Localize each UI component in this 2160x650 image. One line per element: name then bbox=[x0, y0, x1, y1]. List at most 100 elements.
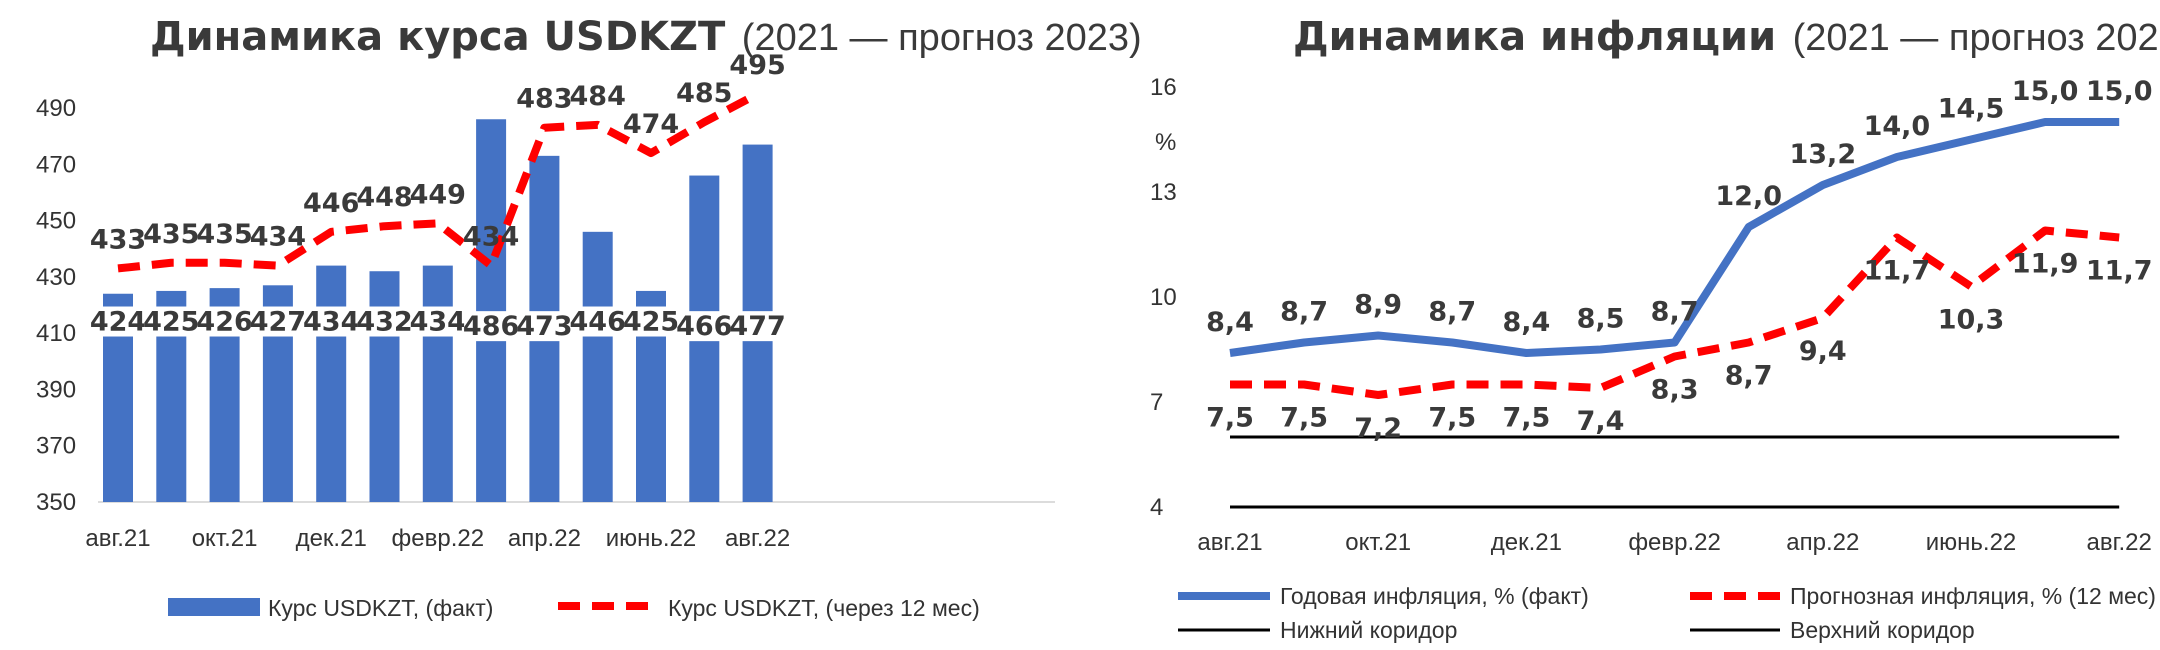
usdkzt-fact-label: 425 bbox=[143, 307, 199, 338]
usdkzt-fact-bar bbox=[476, 119, 507, 502]
inflation-y-tick: 10 bbox=[1150, 284, 1177, 311]
usdkzt-y-tick: 470 bbox=[36, 151, 76, 178]
usdkzt-fact-label-bg bbox=[250, 306, 305, 337]
usdkzt-forecast-label: 434 bbox=[463, 222, 519, 253]
usdkzt-fact-label: 434 bbox=[410, 307, 466, 338]
usdkzt-forecast-label: 483 bbox=[516, 84, 572, 115]
usdkzt-y-tick: 490 bbox=[36, 95, 76, 122]
usdkzt-fact-label: 477 bbox=[729, 311, 785, 342]
inflation-forecast-label: 7,4 bbox=[1577, 406, 1625, 437]
usdkzt-fact-label-bg bbox=[517, 311, 572, 342]
usdkzt-fact-label: 432 bbox=[356, 307, 412, 338]
usdkzt-fact-label: 486 bbox=[463, 311, 519, 342]
usdkzt-forecast-label: 484 bbox=[570, 81, 626, 112]
usdkzt-fact-label-bg bbox=[677, 311, 732, 342]
usdkzt-x-tick: февр.22 bbox=[392, 525, 485, 552]
inflation-forecast-label: 7,2 bbox=[1354, 413, 1402, 444]
usdkzt-legend-bar-swatch bbox=[168, 598, 260, 616]
usdkzt-fact-label-bg bbox=[304, 306, 359, 337]
usdkzt-x-tick: дек.21 bbox=[296, 525, 367, 552]
inflation-actual-label: 12,0 bbox=[1715, 181, 1782, 212]
inflation-plot: 4 7 10 13 16 8,4 8,7 8,9 8,7 8,4 8,5 8,7 12,013,2 14,… bbox=[1150, 74, 2153, 556]
inflation-actual-label: 14,5 bbox=[1938, 94, 2005, 125]
inflation-chart-title: Динамика инфляции (2021 — прогноз 2023) bbox=[1293, 14, 2160, 60]
inflation-actual-label: 8,5 bbox=[1577, 304, 1625, 335]
usdkzt-fact-label: 424 bbox=[90, 307, 146, 338]
usdkzt-y-tick: 350 bbox=[36, 489, 76, 516]
inflation-y-tick: 13 bbox=[1150, 179, 1177, 206]
usdkzt-forecast-line bbox=[117, 90, 760, 273]
usdkzt-y-tick: 430 bbox=[36, 264, 76, 291]
usdkzt-legend: Курс USDKZT, (факт) Курс USDKZT, (через 1… bbox=[168, 595, 980, 621]
usdkzt-fact-label: 425 bbox=[623, 307, 679, 338]
usdkzt-legend-line-label: Курс USDKZT, (через 12 мес) bbox=[668, 595, 980, 621]
usdkzt-forecast-label: 446 bbox=[303, 188, 359, 219]
inflation-x-tick: окт.21 bbox=[1345, 529, 1411, 556]
inflation-forecast-label: 10,3 bbox=[1938, 305, 2005, 336]
usdkzt-forecast-label: 435 bbox=[196, 219, 252, 250]
inflation-legend-actual-label: Годовая инфляция, % (факт) bbox=[1280, 583, 1589, 609]
inflation-actual-label: 8,7 bbox=[1428, 297, 1476, 328]
usdkzt-plot: 3503703904104304504704904244254264274344… bbox=[36, 50, 1055, 552]
usdkzt-fact-bar bbox=[582, 231, 613, 503]
usdkzt-fact-bar bbox=[316, 265, 347, 502]
inflation-actual-label: 8,9 bbox=[1354, 290, 1402, 321]
usdkzt-x-tick: окт.21 bbox=[192, 525, 258, 552]
inflation-y-tick: 16 bbox=[1150, 74, 1177, 101]
inflation-forecast-label: 7,5 bbox=[1206, 403, 1254, 434]
inflation-y-tick: 4 bbox=[1150, 494, 1163, 521]
usdkzt-forecast-label: 448 bbox=[356, 182, 412, 213]
usdkzt-forecast-label: 449 bbox=[410, 179, 466, 210]
usdkzt-title-sub: (2021 — прогноз 2023) bbox=[742, 17, 1142, 59]
usdkzt-x-tick: апр.22 bbox=[508, 525, 581, 552]
usdkzt-x-tick: авг.21 bbox=[85, 525, 150, 552]
inflation-actual-label: 8,7 bbox=[1651, 297, 1699, 328]
inflation-forecast-label: 11,9 bbox=[2012, 249, 2079, 280]
usdkzt-fact-label: 434 bbox=[303, 307, 359, 338]
inflation-x-tick: апр.22 bbox=[1786, 529, 1859, 556]
usdkzt-fact-label-bg bbox=[91, 306, 145, 337]
usdkzt-chart-title: Динамика курса USDKZT (2021 — прогноз 20… bbox=[150, 14, 1142, 60]
inflation-actual-label: 15,0 bbox=[2012, 76, 2079, 107]
usdkzt-x-tick: июнь.22 bbox=[606, 525, 697, 552]
usdkzt-fact-label-bg bbox=[730, 311, 785, 342]
inflation-x-tick: авг.22 bbox=[2087, 529, 2152, 556]
inflation-forecast-label: 7,5 bbox=[1502, 403, 1550, 434]
usdkzt-forecast-label: 434 bbox=[250, 222, 306, 253]
usdkzt-fact-label: 427 bbox=[250, 307, 306, 338]
inflation-actual-line bbox=[1229, 118, 2120, 357]
inflation-actual-label: 13,2 bbox=[1789, 139, 1856, 170]
usdkzt-fact-label-bg bbox=[357, 306, 412, 337]
inflation-legend-upper-label: Верхний коридор bbox=[1790, 617, 1975, 643]
inflation-title-sub: (2021 — прогноз 2023) bbox=[1793, 17, 2160, 59]
inflation-x-tick: июнь.22 bbox=[1926, 529, 2017, 556]
usdkzt-y-tick: 370 bbox=[36, 433, 76, 460]
usdkzt-fact-label-bg bbox=[570, 306, 625, 337]
usdkzt-fact-label: 473 bbox=[516, 311, 572, 342]
inflation-title-main: Динамика инфляции bbox=[1293, 14, 1776, 60]
inflation-forecast-label: 8,7 bbox=[1725, 361, 1773, 392]
usdkzt-fact-label: 446 bbox=[570, 307, 626, 338]
inflation-actual-label: 8,7 bbox=[1280, 297, 1328, 328]
inflation-y-unit: % bbox=[1155, 129, 1176, 156]
usdkzt-title-main: Динамика курса USDKZT bbox=[150, 14, 726, 60]
usdkzt-fact-label: 466 bbox=[676, 311, 732, 342]
usdkzt-y-tick: 410 bbox=[36, 320, 76, 347]
inflation-actual-label: 14,0 bbox=[1864, 111, 1931, 142]
inflation-x-tick: авг.21 bbox=[1197, 529, 1262, 556]
usdkzt-fact-label-bg bbox=[410, 306, 465, 337]
usdkzt-fact-label-bg bbox=[144, 306, 199, 337]
inflation-y-tick: 7 bbox=[1150, 389, 1163, 416]
inflation-actual-label: 8,4 bbox=[1206, 307, 1254, 338]
usdkzt-forecast-label: 474 bbox=[623, 109, 679, 140]
usdkzt-fact-label: 426 bbox=[196, 307, 252, 338]
usdkzt-forecast-label: 435 bbox=[143, 219, 199, 250]
usdkzt-forecast-label: 495 bbox=[729, 50, 785, 81]
usdkzt-fact-label-bg bbox=[624, 306, 678, 337]
usdkzt-forecast-label: 485 bbox=[676, 78, 732, 109]
inflation-legend: Годовая инфляция, % (факт) Прогнозная инф… bbox=[1178, 583, 2156, 643]
usdkzt-x-tick: авг.22 bbox=[725, 525, 790, 552]
inflation-x-tick: дек.21 bbox=[1491, 529, 1562, 556]
usdkzt-fact-bar bbox=[422, 265, 453, 502]
